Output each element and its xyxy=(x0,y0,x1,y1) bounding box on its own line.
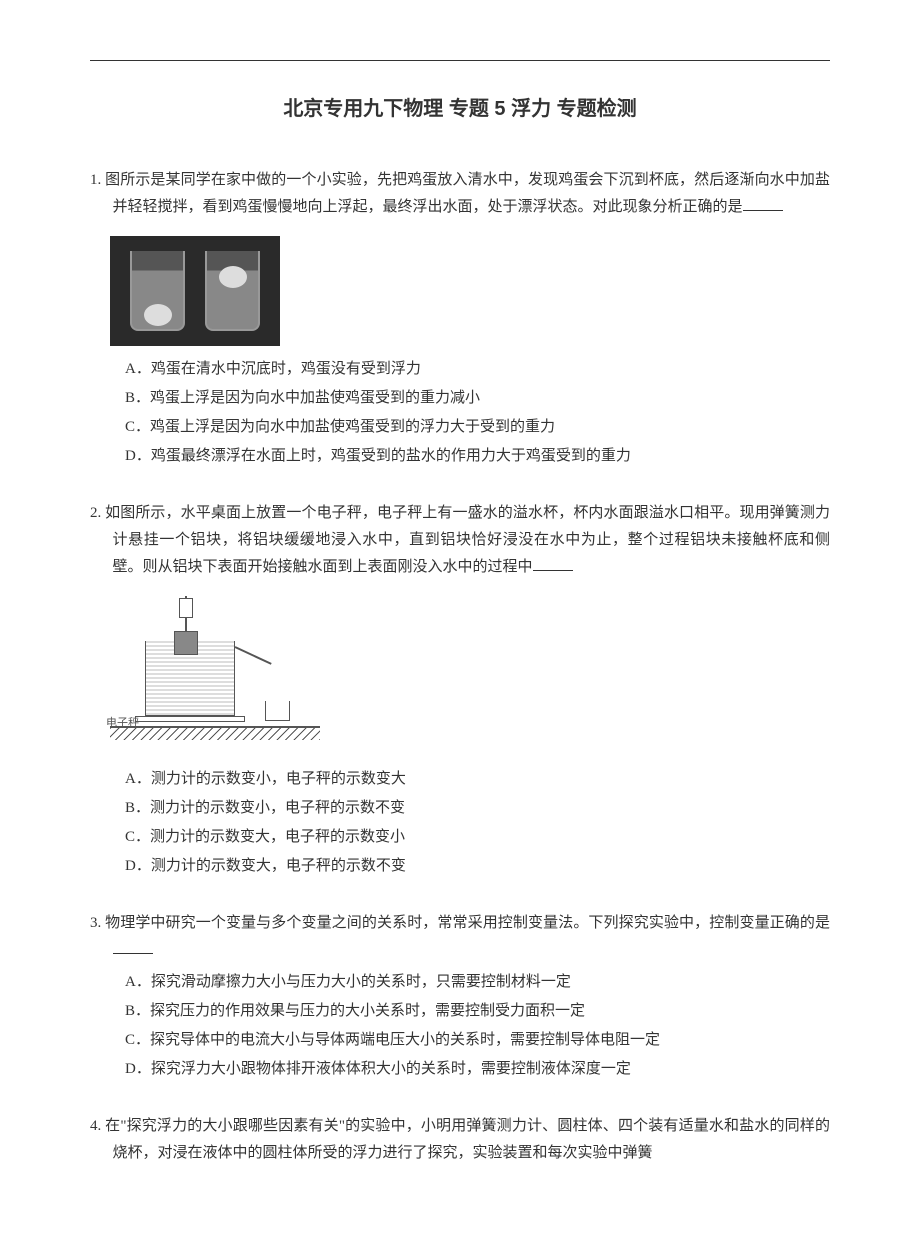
stem-text: 物理学中研究一个变量与多个变量之间的关系时，常常采用控制变量法。下列探究实验中，… xyxy=(105,915,830,931)
option-b: B．鸡蛋上浮是因为向水中加盐使鸡蛋受到的重力减小 xyxy=(125,385,830,412)
question-3-options: A．探究滑动摩擦力大小与压力大小的关系时，只需要控制材料一定 B．探究压力的作用… xyxy=(90,969,830,1083)
question-number: 4. xyxy=(90,1118,101,1134)
question-1: 1. 图所示是某同学在家中做的一个小实验，先把鸡蛋放入清水中，发现鸡蛋会下沉到杯… xyxy=(90,167,830,470)
question-4: 4. 在"探究浮力的大小跟哪些因素有关"的实验中，小明用弹簧测力计、圆柱体、四个… xyxy=(90,1113,830,1167)
question-2: 2. 如图所示，水平桌面上放置一个电子秤，电子秤上有一盛水的溢水杯，杯内水面跟溢… xyxy=(90,500,830,880)
page-title: 北京专用九下物理 专题 5 浮力 专题检测 xyxy=(90,91,830,127)
top-rule xyxy=(90,60,830,61)
question-number: 1. xyxy=(90,172,101,188)
question-2-options: A．测力计的示数变小，电子秤的示数变大 B．测力计的示数变小，电子秤的示数不变 … xyxy=(90,766,830,880)
option-a: A．鸡蛋在清水中沉底时，鸡蛋没有受到浮力 xyxy=(125,356,830,383)
option-c: C．鸡蛋上浮是因为向水中加盐使鸡蛋受到的浮力大于受到的重力 xyxy=(125,414,830,441)
question-3-stem: 3. 物理学中研究一个变量与多个变量之间的关系时，常常采用控制变量法。下列探究实… xyxy=(90,910,830,964)
question-1-stem: 1. 图所示是某同学在家中做的一个小实验，先把鸡蛋放入清水中，发现鸡蛋会下沉到杯… xyxy=(90,167,830,221)
egg-floating xyxy=(219,266,247,288)
option-a: A．测力计的示数变小，电子秤的示数变大 xyxy=(125,766,830,793)
option-d: D．测力计的示数变大，电子秤的示数不变 xyxy=(125,853,830,880)
spring-gauge xyxy=(179,598,193,618)
question-3: 3. 物理学中研究一个变量与多个变量之间的关系时，常常采用控制变量法。下列探究实… xyxy=(90,910,830,1083)
answer-blank xyxy=(743,196,783,211)
glass-left xyxy=(130,251,185,331)
option-c: C．测力计的示数变大，电子秤的示数变小 xyxy=(125,824,830,851)
question-number: 3. xyxy=(90,915,101,931)
stem-text: 如图所示，水平桌面上放置一个电子秤，电子秤上有一盛水的溢水杯，杯内水面跟溢水口相… xyxy=(105,505,830,575)
figure-overflow-cup: 电子秤 xyxy=(110,596,830,756)
option-c: C．探究导体中的电流大小与导体两端电压大小的关系时，需要控制导体电阻一定 xyxy=(125,1027,830,1054)
overflow-spout xyxy=(235,646,272,665)
answer-blank xyxy=(533,556,573,571)
aluminum-block xyxy=(174,631,198,655)
electronic-scale xyxy=(135,716,245,722)
stem-text: 在"探究浮力的大小跟哪些因素有关"的实验中，小明用弹簧测力计、圆柱体、四个装有适… xyxy=(105,1118,830,1161)
answer-blank xyxy=(113,939,153,954)
egg-photo xyxy=(110,236,280,346)
egg-sunk xyxy=(144,304,172,326)
option-a: A．探究滑动摩擦力大小与压力大小的关系时，只需要控制材料一定 xyxy=(125,969,830,996)
glass-right xyxy=(205,251,260,331)
table-hatching xyxy=(110,728,320,740)
overflow-diagram: 电子秤 xyxy=(110,596,320,756)
figure-egg-glasses xyxy=(110,236,830,346)
question-number: 2. xyxy=(90,505,101,521)
option-d: D．探究浮力大小跟物体排开液体体积大小的关系时，需要控制液体深度一定 xyxy=(125,1056,830,1083)
catch-cup xyxy=(265,701,290,721)
option-b: B．测力计的示数变小，电子秤的示数不变 xyxy=(125,795,830,822)
option-d: D．鸡蛋最终漂浮在水面上时，鸡蛋受到的盐水的作用力大于鸡蛋受到的重力 xyxy=(125,443,830,470)
question-1-options: A．鸡蛋在清水中沉底时，鸡蛋没有受到浮力 B．鸡蛋上浮是因为向水中加盐使鸡蛋受到… xyxy=(90,356,830,470)
option-b: B．探究压力的作用效果与压力的大小关系时，需要控制受力面积一定 xyxy=(125,998,830,1025)
question-4-stem: 4. 在"探究浮力的大小跟哪些因素有关"的实验中，小明用弹簧测力计、圆柱体、四个… xyxy=(90,1113,830,1167)
question-2-stem: 2. 如图所示，水平桌面上放置一个电子秤，电子秤上有一盛水的溢水杯，杯内水面跟溢… xyxy=(90,500,830,581)
stem-text: 图所示是某同学在家中做的一个小实验，先把鸡蛋放入清水中，发现鸡蛋会下沉到杯底，然… xyxy=(105,172,830,215)
